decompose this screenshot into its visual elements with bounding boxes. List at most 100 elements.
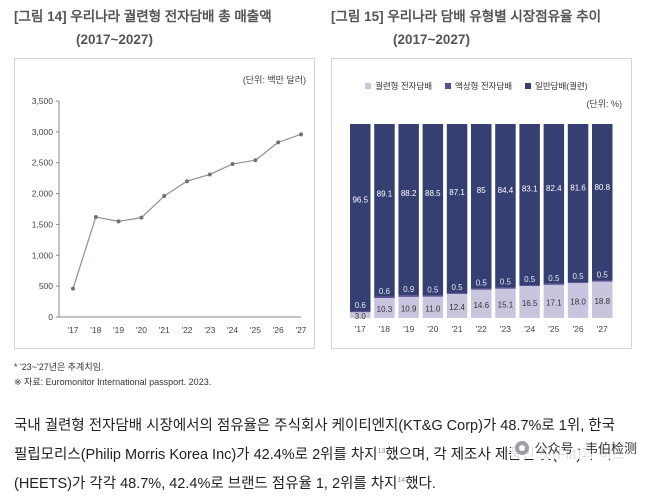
bar-segment bbox=[374, 298, 395, 318]
line-x-tick-label: '24 bbox=[227, 325, 238, 335]
bar-segment bbox=[495, 288, 516, 318]
bar-segment bbox=[592, 124, 613, 281]
bar-label-heated: 18.8 bbox=[594, 297, 610, 306]
line-point bbox=[230, 161, 235, 166]
bar-segment bbox=[567, 283, 589, 318]
line-point bbox=[253, 158, 258, 163]
bar-segment bbox=[543, 124, 565, 284]
line-y-tick-label: 2,000 bbox=[32, 189, 54, 199]
legend-label: 궐련형 전자담배 bbox=[375, 81, 432, 91]
bar-x-tick-label: '24 bbox=[524, 324, 535, 334]
line-point bbox=[93, 215, 98, 220]
line-y-tick-label: 2,500 bbox=[32, 158, 54, 168]
watermark-text: 公众号 · 韦伯检测 bbox=[534, 441, 637, 456]
bar-label-general: 83.1 bbox=[522, 185, 538, 194]
body-line-2a: 필립모리스(Philip Morris Korea Inc)가 42.4%로 2… bbox=[14, 446, 378, 463]
line-y-tick-label: 500 bbox=[39, 281, 53, 291]
bar-label-general: 88.2 bbox=[401, 189, 417, 198]
bar-label-liquid: 0.5 bbox=[524, 275, 536, 284]
bar-segment bbox=[398, 124, 419, 296]
bar-segment bbox=[446, 293, 468, 318]
bar-label-general: 84.4 bbox=[498, 186, 514, 195]
bar-chart-panel: 궐련형 전자담배 액상형 전자담배 일반담배(궐련) (단위: %) 3.0 0.6 9… bbox=[331, 58, 632, 349]
figure14-title: [그림 14] 우리나라 궐련형 전자담배 총 매출액 bbox=[14, 9, 272, 24]
line-point bbox=[185, 179, 189, 184]
line-x-tick-label: '25 bbox=[250, 325, 261, 335]
bar-x-tick-label: '25 bbox=[548, 324, 559, 334]
bar-segment bbox=[519, 286, 540, 318]
line-point bbox=[116, 219, 121, 224]
bar-label-heated: 15.1 bbox=[498, 300, 514, 309]
line-x-tick-label: '23 bbox=[204, 325, 215, 335]
bar-label-general: 87.1 bbox=[449, 188, 465, 197]
line-x-tick-label: '21 bbox=[159, 325, 170, 335]
bar-segment bbox=[398, 295, 419, 297]
bar-label-liquid: 0.6 bbox=[355, 301, 367, 310]
bar-segment bbox=[446, 292, 468, 294]
bar-x-tick-label: '27 bbox=[597, 324, 608, 334]
legend-swatch bbox=[365, 83, 371, 89]
bar-x-tick-label: '20 bbox=[427, 324, 438, 334]
bar-segment bbox=[567, 124, 589, 283]
legend-swatch bbox=[445, 83, 451, 89]
bar-label-liquid: 0.5 bbox=[500, 278, 512, 287]
bar-label-general: 80.8 bbox=[594, 183, 610, 192]
line-point bbox=[207, 172, 212, 177]
figure15-title: [그림 15] 우리나라 담배 유형별 시장점유율 추이 bbox=[331, 9, 602, 24]
bar-label-liquid: 0.5 bbox=[597, 271, 609, 280]
bar-chart-plot: 3.0 0.6 96.5 '17 10.3 0.6 89.1 '18 10.9 0.9 88.2 '1… bbox=[350, 124, 613, 334]
bar-label-liquid: 0.5 bbox=[476, 279, 488, 288]
line-x-tick-label: '20 bbox=[136, 325, 147, 335]
bar-label-heated: 3.0 bbox=[355, 312, 367, 321]
bar-chart-unit: (단위: %) bbox=[586, 99, 622, 109]
line-y-tick-label: 1,000 bbox=[32, 250, 54, 260]
line-y-tick-label: 1,500 bbox=[32, 219, 54, 229]
line-y-tick-label: 3,500 bbox=[32, 96, 54, 106]
line-chart: (단위: 백만 달러) 0 500 1,000 1,500 2,000 2,500 3,00… bbox=[32, 74, 307, 335]
legend-label: 액상형 전자담배 bbox=[455, 81, 512, 91]
bar-segment bbox=[350, 311, 371, 313]
legend-label: 일반담배(궐련) bbox=[535, 81, 588, 91]
bar-segment bbox=[422, 295, 444, 297]
bar-segment bbox=[471, 288, 492, 290]
footnote-13: 13 bbox=[377, 448, 386, 455]
bar-segment bbox=[543, 284, 565, 318]
figure15-period: (2017~2027) bbox=[393, 32, 470, 47]
bar-segment bbox=[543, 283, 565, 285]
bar-x-tick-label: '23 bbox=[500, 324, 511, 334]
body-line-1: 국내 궐련형 전자담배 시장에서의 점유율은 주식회사 케이티엔지(KT&G C… bbox=[14, 418, 615, 434]
line-point bbox=[139, 215, 144, 220]
line-x-tick-label: '18 bbox=[90, 325, 101, 335]
line-x-tick-label: '27 bbox=[295, 325, 306, 335]
body-line-3b: 했다. bbox=[405, 475, 436, 492]
bar-segment bbox=[374, 296, 395, 299]
bar-label-general: 85 bbox=[477, 186, 486, 195]
bar-segment bbox=[446, 124, 468, 293]
bar-segment bbox=[519, 285, 540, 287]
line-chart-panel: (단위: 백만 달러) 0 500 1,000 1,500 2,000 2,500 3,00… bbox=[14, 58, 315, 349]
line-x-tick-label: '26 bbox=[273, 325, 284, 335]
bar-label-general: 81.6 bbox=[570, 183, 586, 192]
line-x-tick-label: '22 bbox=[181, 325, 192, 335]
bar-segment bbox=[350, 312, 371, 318]
line-x-tick-label: '19 bbox=[113, 325, 124, 335]
body-line-3: (HEETS)가 각각 48.7%, 42.4%로 브랜드 점유율 1, 2위를… bbox=[14, 468, 644, 497]
line-point bbox=[299, 132, 303, 137]
bar-label-general: 88.5 bbox=[425, 189, 441, 198]
bar-label-liquid: 0.5 bbox=[451, 283, 463, 292]
bar-segment bbox=[471, 289, 492, 318]
bar-label-liquid: 0.5 bbox=[427, 286, 439, 295]
line-y-tick-label: 3,000 bbox=[32, 127, 54, 137]
bar-label-liquid: 0.9 bbox=[403, 285, 415, 294]
bar-label-heated: 16.5 bbox=[522, 299, 538, 308]
line-y-tick-label: 0 bbox=[48, 312, 53, 322]
figure14-period: (2017~2027) bbox=[76, 32, 153, 47]
bar-x-tick-label: '17 bbox=[355, 324, 366, 334]
bar-label-general: 89.1 bbox=[377, 190, 393, 199]
bar-segment bbox=[495, 124, 516, 288]
line-point bbox=[71, 286, 75, 291]
watermark: 公众号 · 韦伯检测 bbox=[511, 436, 641, 459]
bar-label-heated: 12.4 bbox=[449, 303, 465, 312]
line-x-tick-label: '17 bbox=[67, 325, 78, 335]
bar-segment bbox=[422, 124, 444, 296]
